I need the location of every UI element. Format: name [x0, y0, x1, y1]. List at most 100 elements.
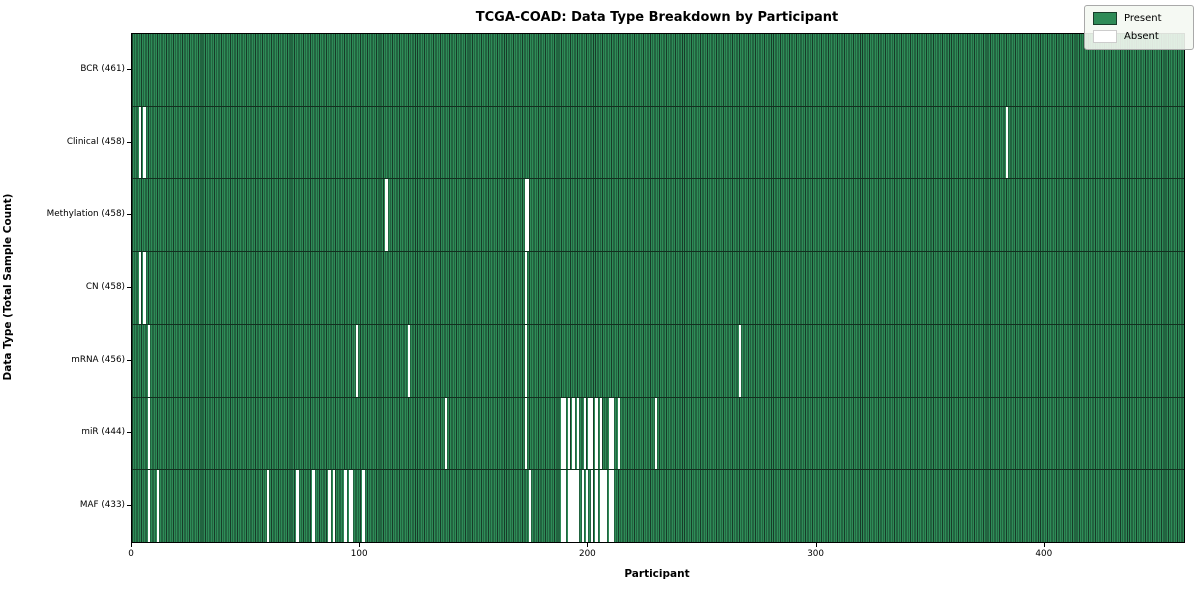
- heatmap-row-bcr: [132, 34, 1184, 107]
- y-tick-label-cn: CN (458): [85, 282, 125, 292]
- x-tick-label: 400: [1035, 549, 1053, 559]
- absent-cell: [444, 397, 447, 470]
- absent-cell: [526, 179, 530, 252]
- absent-cell: [618, 397, 621, 470]
- absent-cell: [147, 324, 151, 397]
- absent-cell: [588, 397, 591, 470]
- absent-cell: [608, 470, 612, 543]
- absent-cell: [157, 470, 160, 543]
- absent-cell: [351, 470, 354, 543]
- absent-cell: [581, 470, 584, 543]
- absent-cell: [312, 470, 315, 543]
- absent-cell: [576, 397, 580, 470]
- absent-cell: [524, 252, 527, 324]
- absent-cell: [567, 470, 571, 543]
- y-tick-label-maf: MAF (433): [79, 499, 125, 510]
- absent-cell: [595, 397, 598, 470]
- x-tick-mark: [587, 543, 589, 547]
- heatmap-row-maf: [132, 470, 1184, 543]
- absent-cell: [147, 470, 151, 543]
- absent-cell: [567, 397, 571, 470]
- heatmap-row-cn: [132, 252, 1184, 325]
- y-tick-label-clinical: Clinical (458): [66, 136, 125, 147]
- plot-area: [131, 33, 1185, 543]
- absent-cell: [611, 470, 614, 543]
- absent-cell: [138, 252, 142, 324]
- x-tick-label: 200: [578, 549, 596, 559]
- x-tick-label: 100: [350, 549, 368, 559]
- absent-cell: [529, 470, 532, 543]
- legend-label-present: Present: [1124, 12, 1162, 24]
- absent-cell: [576, 470, 580, 543]
- absent-cell: [570, 470, 573, 543]
- absent-cell: [604, 470, 607, 543]
- absent-cell: [654, 397, 657, 470]
- absent-cell: [611, 397, 614, 470]
- absent-cell: [332, 470, 336, 543]
- y-tick-label-mir: miR (444): [81, 427, 125, 438]
- absent-cell: [524, 179, 527, 252]
- absent-cell: [739, 324, 742, 397]
- y-tick-mark: [127, 504, 131, 506]
- heatmap-row-methylation: [132, 179, 1184, 253]
- y-tick-label-mrna: mRNA (456): [71, 354, 125, 365]
- absent-swatch-icon: [1093, 30, 1117, 43]
- x-tick-label: 300: [807, 549, 824, 559]
- absent-cell: [328, 470, 331, 543]
- heatmap-row-mir: [132, 397, 1184, 471]
- present-swatch-icon: [1093, 12, 1117, 25]
- absent-cell: [586, 470, 589, 543]
- legend-item-absent: Absent: [1093, 30, 1185, 43]
- absent-cell: [602, 470, 605, 543]
- absent-cell: [563, 470, 566, 543]
- absent-cell: [296, 470, 299, 543]
- absent-cell: [583, 397, 587, 470]
- absent-cell: [524, 397, 527, 470]
- legend-label-absent: Absent: [1124, 30, 1159, 42]
- absent-cell: [595, 470, 598, 543]
- legend-item-present: Present: [1093, 12, 1185, 25]
- x-tick-mark: [359, 543, 361, 547]
- absent-cell: [599, 470, 603, 543]
- absent-cell: [561, 397, 564, 470]
- absent-cell: [572, 397, 575, 470]
- heatmap-row-clinical: [132, 106, 1184, 180]
- x-tick-mark: [1043, 543, 1045, 547]
- absent-cell: [147, 397, 151, 470]
- x-tick-mark: [815, 543, 817, 547]
- x-tick-label: 0: [128, 549, 134, 559]
- absent-cell: [574, 470, 577, 543]
- y-tick-label-bcr: BCR (461): [80, 64, 125, 75]
- y-tick-label-methylation: Methylation (458): [46, 209, 125, 220]
- absent-cell: [563, 397, 566, 470]
- absent-cell: [608, 397, 612, 470]
- absent-cell: [362, 470, 365, 543]
- legend: Present Absent: [1084, 5, 1194, 50]
- x-tick-mark: [131, 543, 132, 547]
- x-axis-label: Participant: [624, 568, 690, 580]
- y-tick-mark: [127, 432, 131, 434]
- absent-cell: [408, 324, 411, 397]
- absent-cell: [348, 470, 352, 543]
- absent-cell: [1006, 106, 1009, 179]
- absent-cell: [143, 252, 146, 324]
- y-tick-mark: [127, 141, 131, 143]
- chart-title: TCGA-COAD: Data Type Breakdown by Partic…: [475, 10, 839, 25]
- absent-cell: [138, 106, 142, 179]
- absent-cell: [385, 179, 388, 252]
- y-tick-mark: [127, 359, 131, 361]
- y-tick-mark: [127, 287, 131, 288]
- absent-cell: [143, 106, 146, 179]
- absent-cell: [561, 470, 564, 543]
- absent-cell: [590, 470, 593, 543]
- y-tick-mark: [127, 69, 131, 71]
- absent-cell: [599, 397, 603, 470]
- absent-cell: [344, 470, 347, 543]
- heatmap-row-mrna: [132, 324, 1184, 398]
- absent-cell: [590, 397, 593, 470]
- absent-cell: [266, 470, 269, 543]
- absent-cell: [355, 324, 358, 397]
- absent-cell: [524, 324, 527, 397]
- absent-cell: [572, 470, 575, 543]
